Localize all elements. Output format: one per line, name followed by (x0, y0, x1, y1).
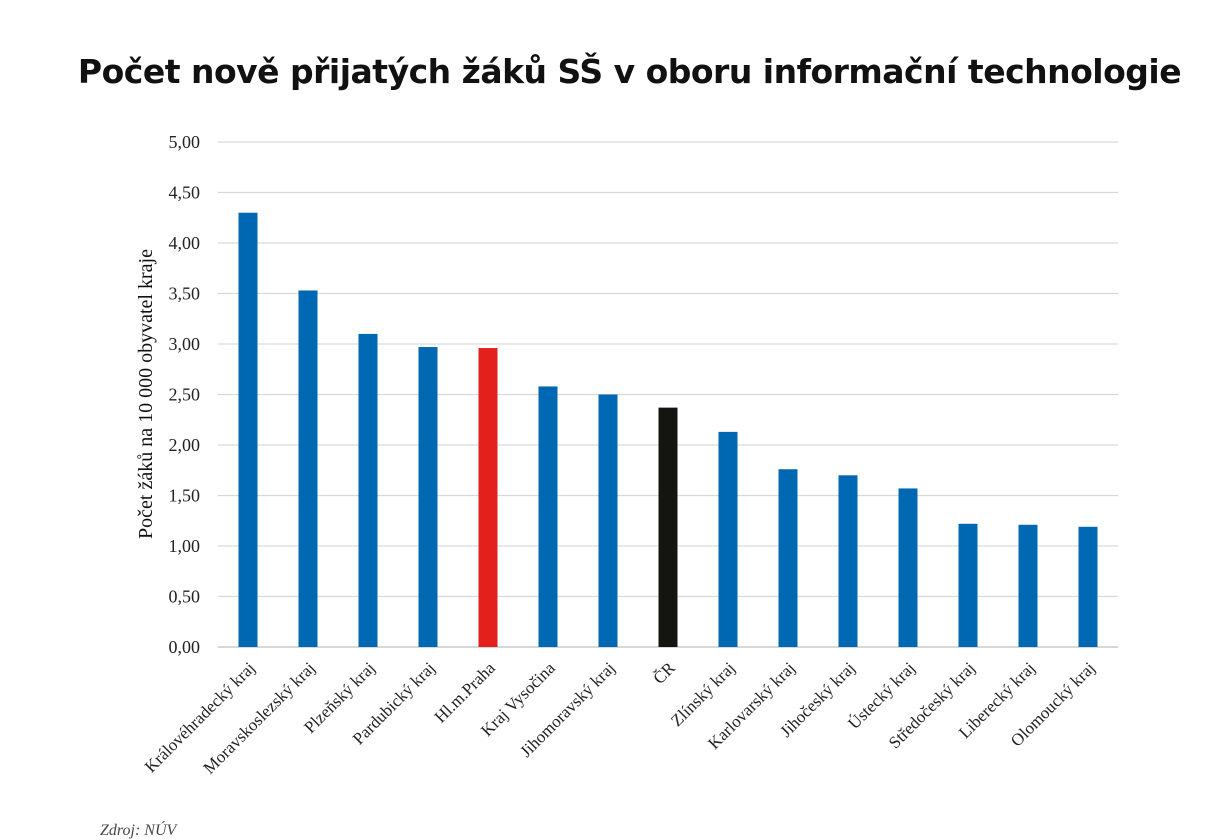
bar (598, 394, 618, 647)
y-tick-label: 0,50 (169, 587, 201, 607)
y-tick-label: 2,00 (169, 435, 201, 455)
bar (478, 348, 498, 647)
bar (1018, 524, 1038, 647)
bar (898, 488, 918, 647)
bar (238, 212, 258, 647)
chart-title: Počet nově přijatých žáků SŠ v oboru inf… (77, 52, 1182, 91)
y-axis-ticks: 0,00 0,50 1,00 1,50 2,00 2,50 3,00 3,50 4,00 4,50… (169, 132, 201, 657)
source-note: Zdroj: NÚV (100, 822, 177, 839)
x-tick-label: Moravskoslezský kraj (200, 658, 319, 777)
y-tick-label: 1,50 (169, 486, 201, 506)
x-tick-label: ČR (649, 658, 679, 688)
bar (538, 386, 558, 647)
y-tick-label: 4,50 (169, 183, 201, 203)
y-tick-label: 3,00 (169, 334, 201, 354)
bar (838, 475, 858, 647)
y-tick-label: 1,00 (169, 536, 201, 556)
y-axis-label: Počet žáků na 10 000 obyvatel kraje (135, 249, 157, 539)
x-tick-label: Královéhradecký kraj (141, 658, 259, 776)
y-tick-label: 5,00 (169, 132, 201, 152)
bar (658, 407, 678, 647)
bar (418, 347, 438, 647)
y-tick-label: 0,00 (169, 637, 201, 657)
bar (718, 431, 738, 647)
y-tick-label: 4,00 (169, 233, 201, 253)
bar (1078, 526, 1098, 647)
bar (958, 523, 978, 647)
bars (238, 212, 1098, 647)
bar (358, 333, 378, 647)
bar (778, 469, 798, 647)
y-tick-label: 2,50 (169, 385, 201, 405)
bar (298, 290, 318, 647)
y-tick-label: 3,50 (169, 284, 201, 304)
